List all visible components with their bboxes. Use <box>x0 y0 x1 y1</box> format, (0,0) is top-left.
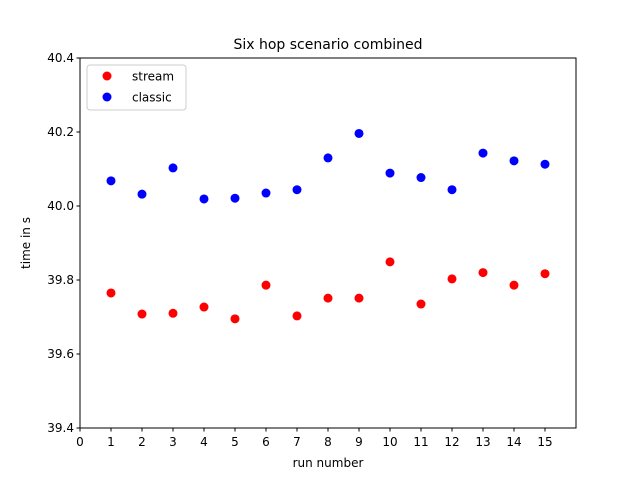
point-stream <box>230 314 240 324</box>
x-tick-label: 4 <box>200 435 208 449</box>
point-classic <box>137 189 147 199</box>
point-stream <box>323 293 333 303</box>
x-tick-label: 15 <box>537 435 552 449</box>
point-classic <box>168 163 178 173</box>
x-tick-label: 5 <box>231 435 239 449</box>
x-tick-label: 10 <box>382 435 397 449</box>
legend-label-classic: classic <box>132 91 172 105</box>
point-stream <box>168 308 178 318</box>
x-tick-label: 2 <box>138 435 146 449</box>
y-tick-label: 39.6 <box>47 347 74 361</box>
legend-label-stream: stream <box>132 70 174 84</box>
point-stream <box>478 268 488 278</box>
point-stream <box>354 293 364 303</box>
point-classic <box>478 148 488 158</box>
y-axis-ticks: 39.4 39.6 39.8 40.0 40.2 40.4 <box>47 51 80 435</box>
y-tick-label: 40.2 <box>47 125 74 139</box>
legend-marker-stream <box>102 71 112 81</box>
x-axis-ticks: 0 1 2 3 4 5 6 7 8 9 10 11 12 13 14 15 <box>76 428 553 449</box>
point-classic <box>199 194 209 204</box>
data-points <box>106 128 550 324</box>
point-classic <box>509 156 519 166</box>
point-classic <box>447 185 457 195</box>
point-classic <box>261 188 271 198</box>
point-stream <box>199 302 209 312</box>
point-stream <box>137 309 147 319</box>
point-stream <box>106 288 116 298</box>
point-classic <box>106 176 116 186</box>
legend: stream classic <box>86 64 187 111</box>
y-axis-label: time in s <box>19 217 33 269</box>
point-stream <box>509 280 519 290</box>
point-classic <box>292 185 302 195</box>
x-tick-label: 6 <box>262 435 270 449</box>
point-stream <box>292 311 302 321</box>
chart-title: Six hop scenario combined <box>233 37 422 53</box>
x-tick-label: 7 <box>293 435 301 449</box>
point-stream <box>540 269 550 279</box>
legend-box <box>86 64 187 111</box>
x-axis-label: run number <box>293 456 364 470</box>
point-stream <box>261 280 271 290</box>
y-tick-label: 40.0 <box>47 199 74 213</box>
x-tick-label: 9 <box>355 435 363 449</box>
y-tick-label: 39.8 <box>47 273 74 287</box>
x-tick-label: 14 <box>506 435 521 449</box>
legend-marker-classic <box>102 92 112 102</box>
x-tick-label: 8 <box>324 435 332 449</box>
x-tick-label: 1 <box>107 435 115 449</box>
x-tick-label: 3 <box>169 435 177 449</box>
y-tick-label: 40.4 <box>47 51 74 65</box>
point-classic <box>416 173 426 183</box>
x-tick-label: 12 <box>444 435 459 449</box>
point-stream <box>385 257 395 267</box>
x-tick-label: 0 <box>76 435 84 449</box>
point-stream <box>416 299 426 309</box>
point-classic <box>230 193 240 203</box>
x-tick-label: 13 <box>475 435 490 449</box>
plot-area-frame <box>79 57 577 429</box>
point-classic <box>385 168 395 178</box>
y-tick-label: 39.4 <box>47 421 74 435</box>
point-classic <box>354 128 364 138</box>
point-classic <box>323 153 333 163</box>
x-tick-label: 11 <box>413 435 428 449</box>
point-classic <box>540 159 550 169</box>
point-stream <box>447 274 457 284</box>
